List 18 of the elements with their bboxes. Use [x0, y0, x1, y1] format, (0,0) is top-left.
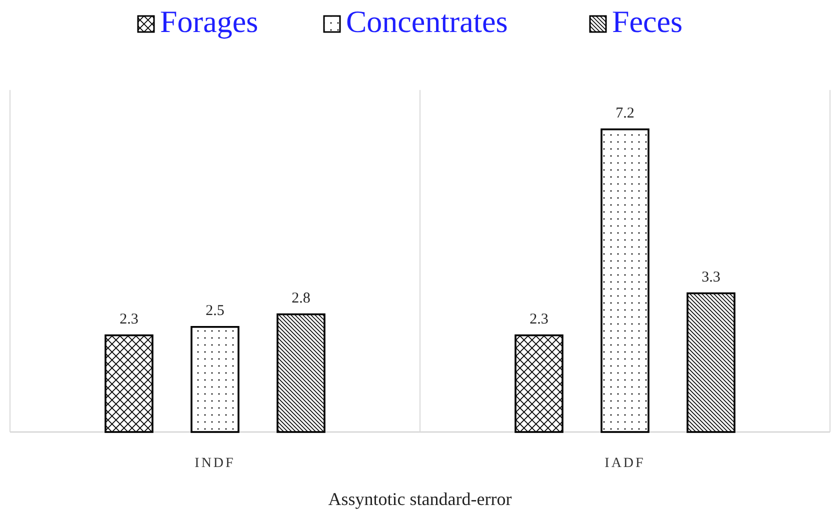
bar — [276, 313, 326, 433]
bar — [600, 128, 650, 433]
data-label: 2.8 — [292, 290, 310, 306]
data-label: 2.3 — [120, 311, 138, 328]
bar — [686, 292, 736, 433]
x-axis-title: Assyntotic standard-error — [328, 489, 512, 509]
bar — [190, 326, 240, 433]
data-label: 3.3 — [702, 269, 720, 286]
data-label: 2.5 — [206, 302, 224, 319]
legend-label: Feces — [612, 4, 683, 39]
x-tick-label: IADF — [604, 456, 646, 471]
bar — [104, 334, 154, 433]
legend-label: Forages — [160, 4, 258, 39]
data-label: 2.3 — [530, 311, 548, 328]
bar — [514, 334, 564, 433]
data-label: 7.2 — [616, 105, 634, 122]
legend-label: Concentrates — [346, 4, 508, 39]
x-tick-label: INDF — [194, 456, 236, 471]
